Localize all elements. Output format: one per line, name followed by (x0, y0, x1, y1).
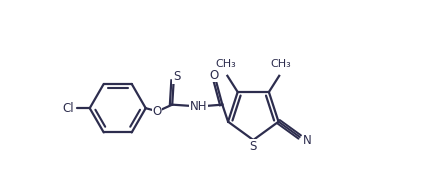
Text: Cl: Cl (62, 102, 73, 115)
Text: CH₃: CH₃ (270, 59, 291, 69)
Text: N: N (302, 134, 311, 147)
Text: CH₃: CH₃ (215, 59, 236, 69)
Text: O: O (152, 105, 161, 118)
Text: S: S (173, 70, 180, 83)
Text: NH: NH (190, 100, 207, 113)
Text: S: S (249, 140, 256, 153)
Text: O: O (209, 69, 219, 82)
